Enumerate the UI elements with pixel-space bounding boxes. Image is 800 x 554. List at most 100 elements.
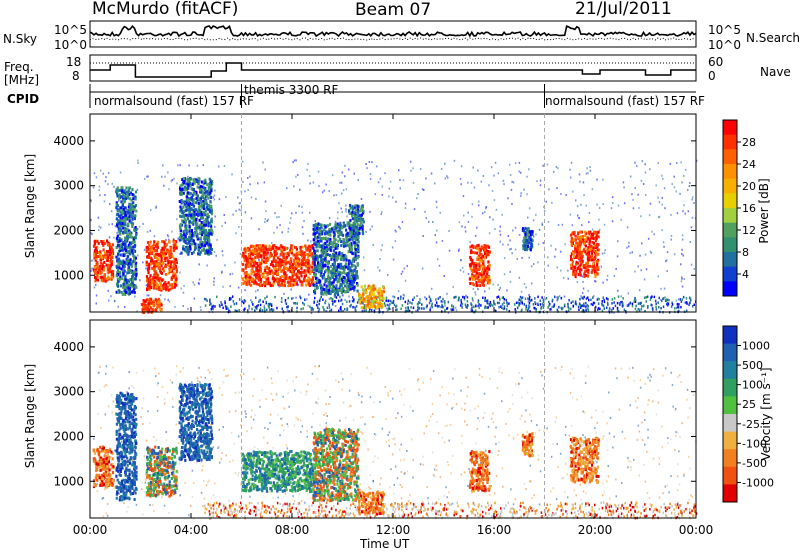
power-data-cell <box>197 245 200 249</box>
power-data-cell <box>181 200 184 204</box>
power-data-cell <box>103 242 106 245</box>
power-data-cell <box>249 264 252 268</box>
power-data-cell <box>120 239 123 243</box>
power-data-cell <box>280 274 284 278</box>
power-noise-cell <box>278 216 280 218</box>
power-data-cell <box>188 181 192 185</box>
power-data-cell <box>197 197 200 201</box>
power-data-cell <box>480 254 483 258</box>
power-noise-cell <box>482 175 485 177</box>
power-data-cell <box>156 277 159 281</box>
power-data-cell <box>116 189 119 193</box>
power-ground-cell <box>607 303 609 306</box>
power-noise-cell <box>110 295 112 298</box>
power-data-cell <box>201 185 204 189</box>
power-ground-cell <box>497 295 500 298</box>
power-data-cell <box>126 228 129 231</box>
power-data-cell <box>329 246 332 249</box>
nave-ytick-bottom: 0 <box>708 69 716 83</box>
power-noise-cell <box>447 311 450 314</box>
power-noise-cell <box>381 211 383 214</box>
power-data-cell <box>350 262 353 266</box>
power-data-cell <box>192 204 195 208</box>
power-noise-cell <box>588 211 591 214</box>
power-noise-cell <box>365 230 367 233</box>
power-ground-cell <box>562 306 564 310</box>
power-ground-cell <box>551 298 554 302</box>
power-ground-cell <box>585 308 587 311</box>
power-data-cell <box>280 244 283 248</box>
power-data-cell <box>115 201 118 205</box>
power-noise-cell <box>346 244 348 247</box>
power-data-cell <box>160 264 163 267</box>
power-data-cell <box>347 234 350 237</box>
power-noise-cell <box>146 175 148 178</box>
power-noise-cell <box>670 238 672 241</box>
power-ground-cell <box>400 295 402 299</box>
power-data-cell <box>184 188 187 192</box>
power-data-cell <box>288 262 291 266</box>
power-data-cell <box>99 254 102 258</box>
power-noise-cell <box>312 181 315 184</box>
power-data-cell <box>262 282 265 286</box>
power-data-cell <box>346 289 349 293</box>
power-ground-cell <box>369 297 372 300</box>
power-ground-cell <box>214 305 216 308</box>
power-data-cell <box>374 300 377 304</box>
power-data-cell <box>332 255 335 259</box>
power-noise-cell <box>577 214 579 217</box>
power-data-cell <box>476 277 479 281</box>
power-data-cell <box>378 293 381 297</box>
power-data-cell <box>341 280 345 284</box>
power-noise-cell <box>310 240 312 243</box>
power-data-cell <box>117 280 120 284</box>
power-data-cell <box>337 289 341 292</box>
power-data-cell <box>336 291 339 294</box>
power-data-cell <box>121 277 124 281</box>
power-data-cell <box>266 267 269 271</box>
power-data-cell <box>116 209 119 213</box>
power-data-cell <box>352 226 355 230</box>
power-data-cell <box>93 244 96 248</box>
power-ground-cell <box>265 300 267 304</box>
power-ground-cell <box>548 308 551 311</box>
power-ground-cell <box>520 300 523 303</box>
power-data-cell <box>210 208 213 212</box>
power-data-cell <box>129 213 133 217</box>
power-data-cell <box>340 231 343 235</box>
power-ground-cell <box>411 302 413 305</box>
power-data-cell <box>331 269 334 273</box>
power-data-cell <box>326 253 329 257</box>
power-data-cell <box>191 203 194 206</box>
power-data-cell <box>339 262 342 266</box>
power-noise-cell <box>603 252 606 255</box>
power-noise-cell <box>506 289 508 292</box>
power-noise-cell <box>143 177 146 180</box>
power-noise-cell <box>111 182 113 185</box>
power-ground-cell <box>365 309 367 312</box>
power-data-cell <box>158 304 161 308</box>
power-data-cell <box>293 262 296 266</box>
power-noise-cell <box>492 218 494 221</box>
power-ground-cell <box>340 305 342 309</box>
power-data-cell <box>280 259 284 263</box>
power-ground-cell <box>399 297 402 301</box>
power-ground-cell <box>506 308 508 311</box>
power-data-cell <box>188 207 191 211</box>
power-data-cell <box>250 260 253 264</box>
power-data-cell <box>350 282 353 286</box>
power-data-cell <box>135 228 138 232</box>
power-data-cell <box>340 258 343 261</box>
power-data-cell <box>186 178 189 181</box>
power-noise-cell <box>196 164 199 167</box>
power-data-cell <box>482 254 485 258</box>
power-data-cell <box>166 263 170 266</box>
power-ground-cell <box>539 303 542 306</box>
power-data-cell <box>190 236 193 240</box>
power-data-cell <box>326 243 329 247</box>
power-data-cell <box>134 195 137 199</box>
power-data-cell <box>126 235 129 239</box>
power-data-cell <box>341 256 344 259</box>
power-data-cell <box>312 238 315 242</box>
power-ground-cell <box>302 301 304 305</box>
